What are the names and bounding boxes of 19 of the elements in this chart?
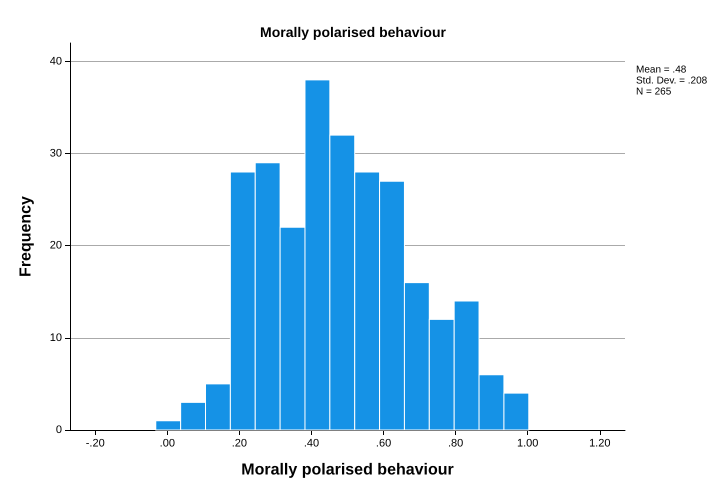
x-tick-label: -.20 — [86, 438, 105, 450]
x-tick-label: 1.20 — [589, 438, 610, 450]
text: Mean = .48 — [636, 64, 687, 76]
x-tick-label: .80 — [448, 438, 464, 450]
x-tick-label: .20 — [232, 438, 248, 450]
y-tick-label: 0 — [56, 424, 62, 436]
x-tick-label: 1.00 — [516, 438, 538, 450]
y-tick-label: 20 — [50, 240, 62, 252]
y-tick-label: 10 — [50, 332, 62, 344]
x-tick-label: .00 — [160, 438, 175, 450]
chart-title: Morally polarised behaviour — [260, 24, 447, 40]
x-axis-title: Morally polarised behaviour — [241, 462, 454, 478]
text: Std. Dev. = .208 — [636, 76, 708, 86]
y-tick-label: 30 — [50, 148, 62, 160]
x-tick-label: .40 — [304, 438, 320, 450]
y-tick-label: 40 — [50, 55, 62, 68]
y-axis-title: Frequency — [18, 196, 34, 277]
text: N = 265 — [636, 86, 672, 98]
x-tick-label: .60 — [376, 438, 392, 450]
